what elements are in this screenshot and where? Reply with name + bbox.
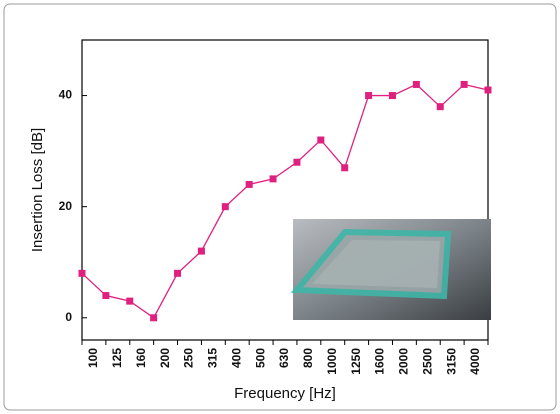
x-tick-label: 500 bbox=[253, 348, 267, 368]
point bbox=[317, 136, 325, 144]
x-tick-label: 1250 bbox=[349, 348, 363, 375]
plot-box bbox=[81, 39, 489, 341]
x-tick-label: 3150 bbox=[444, 348, 458, 375]
point bbox=[365, 92, 373, 100]
x-tick-label: 250 bbox=[182, 348, 196, 368]
x-tick-label: 315 bbox=[206, 348, 220, 368]
point bbox=[102, 292, 110, 300]
x-tick-label: 125 bbox=[110, 348, 124, 368]
y-axis-label: Insertion Loss [dB] bbox=[29, 128, 46, 252]
x-tick-label: 4000 bbox=[468, 348, 482, 375]
point bbox=[341, 164, 349, 172]
point bbox=[174, 269, 182, 277]
x-tick-label: 800 bbox=[301, 348, 315, 368]
x-tick-label: 1600 bbox=[373, 348, 387, 375]
point bbox=[484, 86, 492, 94]
point bbox=[126, 297, 134, 305]
x-tick-label: 400 bbox=[229, 348, 243, 368]
inset-photo bbox=[290, 219, 491, 320]
x-tick-label: 100 bbox=[86, 348, 100, 368]
x-axis-label: Frequency [Hz] bbox=[234, 385, 336, 402]
x-tick-label: 2500 bbox=[420, 348, 434, 375]
point bbox=[197, 247, 205, 255]
x-tick-label: 2000 bbox=[397, 348, 411, 375]
point bbox=[460, 80, 468, 88]
point bbox=[150, 314, 158, 322]
point bbox=[78, 269, 86, 277]
point bbox=[412, 80, 420, 88]
x-tick-label: 1000 bbox=[325, 348, 339, 375]
x-tick-label: 200 bbox=[158, 348, 172, 368]
x-tick-label: 160 bbox=[134, 348, 148, 368]
point bbox=[293, 158, 301, 166]
y-tick-label: 40 bbox=[59, 88, 73, 102]
y-tick-label: 0 bbox=[65, 310, 72, 324]
y-tick-label: 20 bbox=[59, 199, 73, 213]
series-line bbox=[81, 83, 489, 319]
point bbox=[436, 103, 444, 111]
point bbox=[269, 175, 277, 183]
point bbox=[221, 203, 229, 211]
point bbox=[245, 180, 253, 188]
x-tick-label: 630 bbox=[277, 348, 291, 368]
point bbox=[388, 92, 396, 100]
